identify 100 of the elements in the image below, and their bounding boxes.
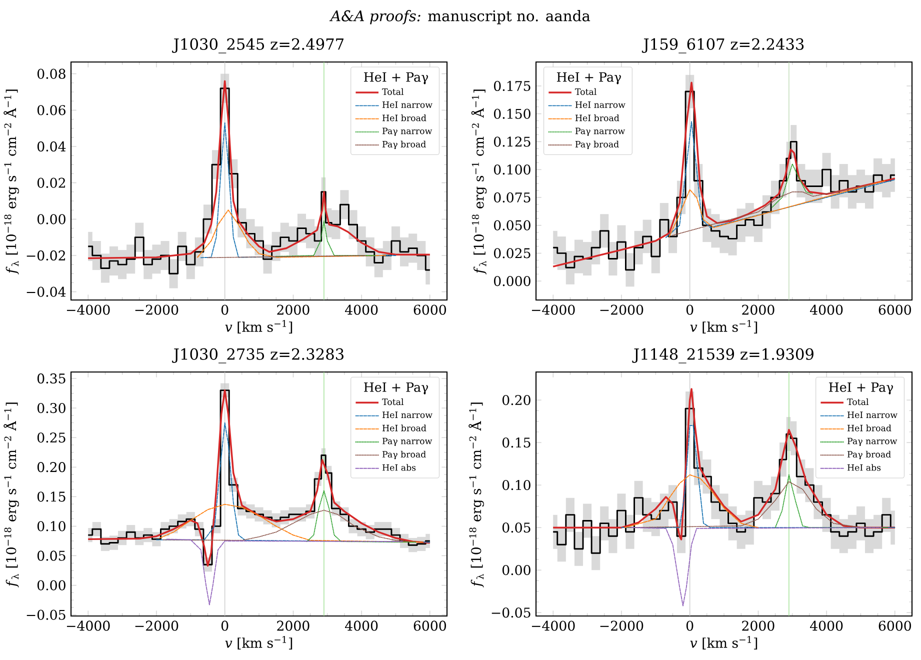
line-series xyxy=(159,504,424,543)
x-tick-label: 2000 xyxy=(277,304,310,315)
y-tick-label: −0.04 xyxy=(26,286,66,297)
legend-label: Paγ narrow xyxy=(382,128,432,136)
y-tick-label: 0.06 xyxy=(37,105,66,116)
x-tick-label: −2000 xyxy=(600,620,644,631)
y-tick-label: 0.150 xyxy=(494,108,530,119)
legend-label: Total xyxy=(382,398,404,406)
x-tick-label: 2000 xyxy=(277,620,310,631)
y-tick-label: 0.30 xyxy=(37,402,66,414)
x-tick-label: 6000 xyxy=(878,620,911,631)
legend-label: Paγ narrow xyxy=(847,438,898,446)
legend-label: Total xyxy=(575,88,596,95)
y-tick-label: 0.35 xyxy=(37,373,66,384)
x-axis-title: v [km s$^{−1}$] xyxy=(225,636,292,650)
legend-label: Paγ broad xyxy=(382,450,426,460)
chart-title: J1148_21539 z=1.9309 xyxy=(632,348,814,364)
y-tick-label: −0.05 xyxy=(26,610,66,620)
legend-label: Paγ broad xyxy=(847,450,891,460)
y-tick-label: 0.125 xyxy=(494,136,530,147)
y-tick-label: 0.10 xyxy=(37,521,66,532)
x-tick-label: 0 xyxy=(221,620,228,631)
legend-label: HeI narrow xyxy=(575,102,626,108)
x-tick-label: 2000 xyxy=(742,620,774,631)
x-tick-label: 6000 xyxy=(414,620,446,631)
line-series xyxy=(774,474,889,528)
x-tick-label: 6000 xyxy=(878,304,911,315)
y-tick-label: 0.10 xyxy=(502,480,530,490)
line-series xyxy=(197,210,386,258)
y-tick-label: −0.02 xyxy=(26,250,65,261)
legend-label: HeI narrow xyxy=(382,412,432,418)
legend-label: Paγ narrow xyxy=(575,128,626,136)
text: f$_{λ}$ [10$^{−18}$ erg s$^{−1}$ cm$^{−2}$ Å$^{−1}$] xyxy=(468,402,484,588)
text: f$_{λ}$ [10$^{−18}$ erg s$^{−1}$ cm$^{−2}$ Å$^{−1}$] xyxy=(4,402,19,588)
y-tick-label: 0.00 xyxy=(502,565,530,576)
legend-label: HeI broad xyxy=(575,114,620,122)
x-tick-label: 0 xyxy=(686,620,694,631)
x-axis-title: v [km s$^{−1}$] xyxy=(690,320,758,334)
x-tick-label: 4000 xyxy=(810,620,843,631)
line-series xyxy=(162,510,410,542)
x-axis-title: v [km s$^{−1}$] xyxy=(690,636,758,650)
legend-label: HeI broad xyxy=(382,424,426,432)
line-series xyxy=(665,121,896,238)
chart-title: J159_6107 z=2.2433 xyxy=(642,38,804,54)
legend-title: HeI + Paγ xyxy=(829,382,894,394)
x-tick-label: 0 xyxy=(221,304,228,315)
y-tick-label: 0.05 xyxy=(37,550,66,561)
line-series xyxy=(771,164,814,208)
y-tick-label: 0.02 xyxy=(37,178,65,188)
chart-title: J1030_2545 z=2.4977 xyxy=(172,38,344,54)
y-tick-label: 0.20 xyxy=(502,394,530,406)
x-tick-label: 2000 xyxy=(742,304,774,315)
line-series xyxy=(628,481,862,528)
legend-title: HeI + Paγ xyxy=(364,382,428,394)
y-tick-label: 0.04 xyxy=(37,141,66,152)
legend-label: Paγ narrow xyxy=(382,438,432,446)
y-tick-label: 0.08 xyxy=(37,68,66,79)
x-tick-label: −4000 xyxy=(66,620,110,631)
y-tick-label: 0.15 xyxy=(37,492,66,502)
text: A&A proofs: manuscript no. aanda xyxy=(329,10,590,24)
y-tick-label: 0.25 xyxy=(37,432,66,443)
legend-label: HeI narrow xyxy=(382,102,432,108)
legend-title: HeI + Paγ xyxy=(556,72,621,84)
y-tick-label: 0.00 xyxy=(37,580,66,590)
y-tick-label: 0.050 xyxy=(494,220,530,230)
y-tick-label: −0.05 xyxy=(492,608,530,618)
y-tick-label: 0.025 xyxy=(494,248,530,258)
line-series xyxy=(306,490,417,543)
legend-label: HeI abs xyxy=(847,464,881,471)
line-series xyxy=(620,425,896,528)
y-tick-label: 0.100 xyxy=(494,164,530,175)
x-tick-label: −4000 xyxy=(532,304,575,315)
y-tick-label: 0.15 xyxy=(502,438,530,448)
line-series xyxy=(276,220,376,257)
chart-title: J1030_2735 z=2.3283 xyxy=(172,348,344,364)
y-tick-label: 0.075 xyxy=(494,192,530,202)
legend-label: Total xyxy=(847,398,868,406)
y-tick-label: 0.00 xyxy=(37,214,66,224)
legend-label: Paγ broad xyxy=(382,140,426,150)
text: f$_{λ}$ [10$^{−18}$ erg s$^{−1}$ cm$^{−2}$ Å$^{−1}$] xyxy=(471,90,487,274)
legend-label: Total xyxy=(382,88,404,95)
x-tick-label: −2000 xyxy=(600,304,644,315)
x-axis-title: v [km s$^{−1}$] xyxy=(225,320,292,334)
legend-label: HeI narrow xyxy=(847,412,898,418)
line-series xyxy=(624,474,759,528)
y-tick-label: 0.20 xyxy=(37,462,66,472)
y-tick-label: 0.175 xyxy=(494,80,530,92)
x-tick-label: 4000 xyxy=(345,620,378,631)
legend-label: HeI broad xyxy=(847,424,892,432)
y-tick-label: 0.05 xyxy=(502,522,530,533)
y-tick-label: 0.000 xyxy=(494,276,530,286)
x-tick-label: 4000 xyxy=(810,304,843,315)
x-tick-label: −2000 xyxy=(135,620,178,631)
x-tick-label: 6000 xyxy=(414,304,446,315)
line-series xyxy=(631,527,882,606)
text: f$_{λ}$ [10$^{−18}$ erg s$^{−1}$ cm$^{−2}$ Å$^{−1}$] xyxy=(4,90,19,274)
legend-label: HeI abs xyxy=(382,464,416,471)
x-tick-label: −2000 xyxy=(135,304,178,315)
legend-label: HeI broad xyxy=(382,114,426,122)
x-tick-label: −4000 xyxy=(532,620,575,631)
